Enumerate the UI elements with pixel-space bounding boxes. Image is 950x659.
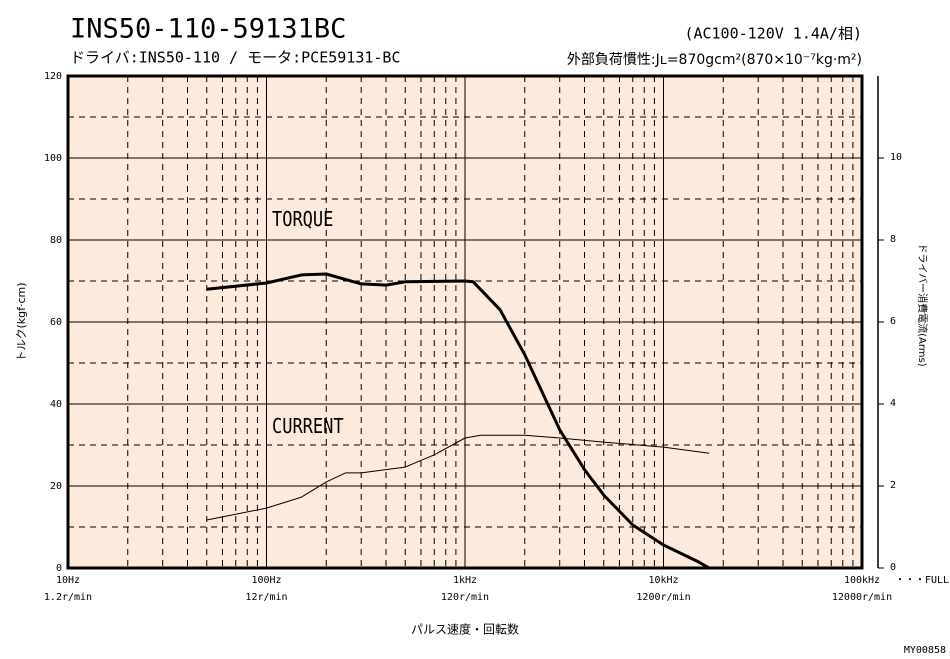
x-tick-label: 10kHz <box>648 575 678 586</box>
y-axis-label: トルク(kgf·cm) <box>15 282 28 361</box>
y2-axis-label: ドライバー消費電流(Arms) <box>916 243 929 366</box>
series-line <box>206 272 710 570</box>
x-tick-label: 100kHz <box>844 575 880 586</box>
y2-tick-label: 4 <box>890 398 896 409</box>
y2-tick-label: 2 <box>890 480 896 491</box>
y2-tick-label: 10 <box>890 152 902 163</box>
y2-tick-label: 8 <box>890 234 896 245</box>
series-label: CURRENT <box>272 416 344 439</box>
series-label: TORQUE <box>272 209 333 232</box>
y2-tick-label: 6 <box>890 316 896 327</box>
x-tick-speed-label: 12000r/min <box>832 592 892 603</box>
y-tick-label: 40 <box>50 399 62 410</box>
marks <box>206 272 710 570</box>
x-tick-speed-label: 1.2r/min <box>44 592 92 603</box>
inertia-note: 外部負荷慣性:Jʟ=870gcm²(870×10⁻⁷kg·m²) <box>567 51 862 68</box>
y-tick-label: 60 <box>50 317 62 328</box>
subtitle: ドライバ:INS50-110 / モータ:PCE59131-BC <box>70 49 400 67</box>
x-tick-label: 1kHz <box>453 575 477 586</box>
y-tick-label: 120 <box>44 71 62 82</box>
x-tick-label: 100Hz <box>251 575 281 586</box>
x-tick-speed-label: 120r/min <box>441 592 489 603</box>
full-label: ・・・FULL <box>895 575 949 586</box>
x-axis-label: パルス速度・回転数 <box>411 622 519 637</box>
power-note: (AC100-120V 1.4A/相) <box>684 25 862 43</box>
y-tick-label: 0 <box>56 563 62 574</box>
y-tick-label: 100 <box>44 153 62 164</box>
chart-title: INS50-110-59131BC <box>70 14 346 45</box>
x-tick-speed-label: 12r/min <box>245 592 287 603</box>
y2-tick-label: 0 <box>890 562 896 573</box>
plot-border <box>66 74 864 570</box>
y-tick-label: 20 <box>50 481 62 492</box>
x-tick-speed-label: 1200r/min <box>636 592 690 603</box>
series-line <box>206 434 710 521</box>
x-tick-label: 10Hz <box>56 575 80 586</box>
y-tick-label: 80 <box>50 235 62 246</box>
figure-id: MY00858 <box>904 645 946 656</box>
